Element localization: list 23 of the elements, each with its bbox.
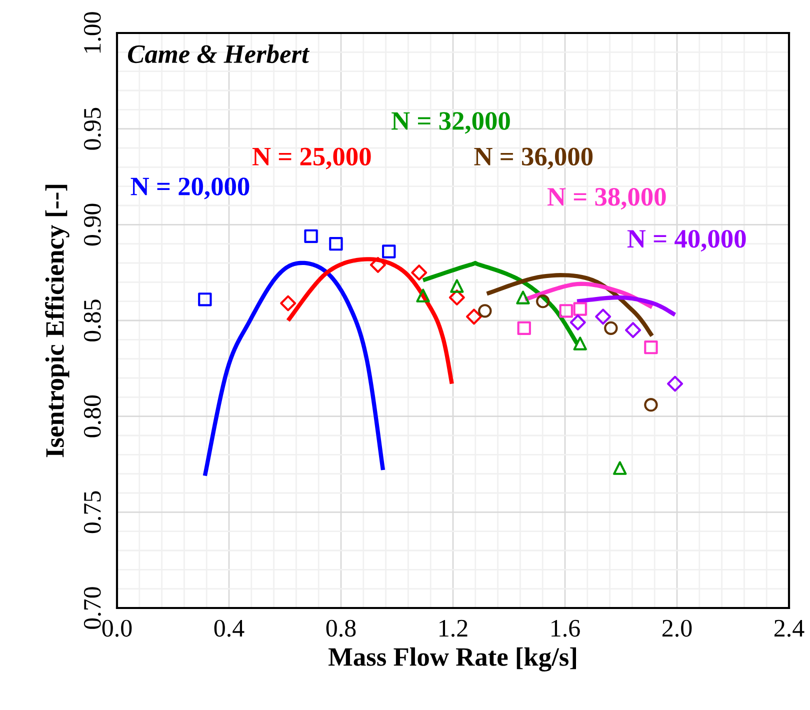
- text: N = 20,000: [130, 178, 250, 200]
- y-axis-title: Isentropic Efficiency [--]: [45, 184, 70, 458]
- text: N = 36,000: [474, 148, 593, 170]
- x-tick-label: 2.0: [662, 620, 692, 637]
- y-tick-label: 0.90: [84, 204, 101, 246]
- x-tick-label: 0.4: [214, 620, 244, 637]
- text: N = 32,000: [392, 112, 510, 134]
- text: N = 25,000: [252, 148, 371, 170]
- x-tick-label: 2.4: [774, 620, 804, 637]
- x-tick-label: 0.0: [102, 620, 132, 637]
- text: N = 38,000: [547, 188, 666, 210]
- y-tick-label: 0.85: [84, 300, 101, 342]
- y-tick-label: 0.95: [84, 108, 101, 150]
- y-tick-label: 0.70: [84, 587, 101, 629]
- text: N = 40,000: [627, 230, 746, 252]
- annotation: Came & Herbert: [128, 44, 310, 64]
- y-tick-label: 0.80: [84, 395, 101, 438]
- y-tick-label: 0.75: [84, 491, 101, 534]
- x-tick-label: 1.6: [552, 620, 580, 637]
- y-tick-label: 1.00: [84, 12, 101, 53]
- x-tick-label: 1.2: [440, 620, 468, 637]
- x-axis-title: Mass Flow Rate [kg/s]: [328, 647, 576, 672]
- x-tick-label: 0.8: [326, 620, 356, 637]
